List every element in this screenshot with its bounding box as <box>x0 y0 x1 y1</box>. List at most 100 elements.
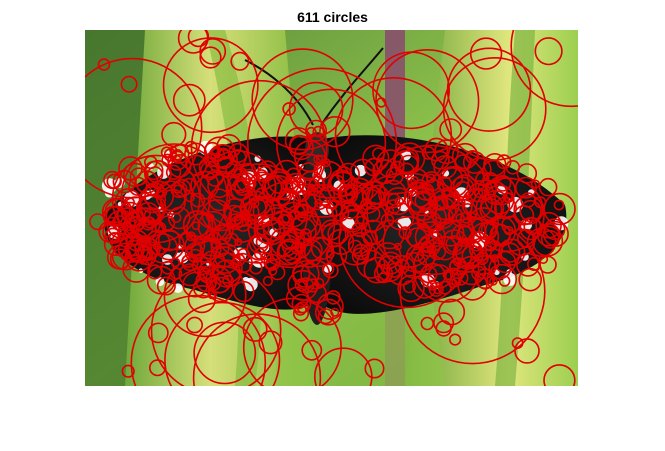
detected-circle <box>300 259 331 290</box>
detected-circle <box>239 162 257 180</box>
detected-circle <box>205 229 219 243</box>
detected-circle <box>184 192 195 203</box>
detected-circle <box>453 270 469 286</box>
detected-circle <box>426 279 438 291</box>
detected-circle <box>412 236 480 303</box>
detected-circle <box>138 186 167 214</box>
detected-circle <box>269 264 286 281</box>
detected-circle <box>290 240 305 255</box>
detected-circle <box>279 231 299 250</box>
detected-circle <box>461 187 493 220</box>
detected-circle <box>325 245 348 267</box>
detected-circle <box>171 149 184 161</box>
detected-circle <box>543 192 576 226</box>
detected-circle <box>393 242 402 251</box>
detected-circle <box>121 364 135 378</box>
detected-circle <box>187 285 216 314</box>
detected-circle <box>433 312 455 334</box>
detected-circle <box>456 255 486 286</box>
detected-circle <box>373 264 394 284</box>
detected-circle <box>404 222 431 248</box>
detected-circle <box>534 37 563 66</box>
detected-circle <box>398 226 412 240</box>
detected-circle <box>199 46 222 69</box>
detected-circle <box>467 207 499 239</box>
detected-circle <box>484 184 515 215</box>
detected-circle <box>103 232 128 256</box>
detected-circle <box>210 146 221 157</box>
detected-circle <box>412 179 428 195</box>
detected-circle <box>222 274 234 287</box>
detected-circle <box>106 173 122 190</box>
detected-circle <box>134 236 159 262</box>
detected-circle <box>374 219 405 250</box>
image-axes <box>85 30 578 386</box>
detected-circle <box>327 174 345 192</box>
detected-circle <box>486 176 516 206</box>
detected-circle <box>433 155 458 180</box>
detected-circle <box>228 205 251 228</box>
detected-circle <box>339 204 365 231</box>
detected-circle <box>445 235 464 253</box>
detected-circle <box>354 215 369 230</box>
detected-circle <box>191 221 201 231</box>
detected-circle <box>186 212 217 244</box>
detected-circle <box>299 228 312 241</box>
detected-circle <box>123 162 148 188</box>
detected-circle <box>490 254 499 263</box>
detected-circle <box>195 270 218 293</box>
detected-circle <box>469 37 503 70</box>
detected-circle <box>285 286 309 310</box>
detected-circle <box>160 260 175 275</box>
detected-circle <box>138 193 167 222</box>
detected-circle <box>502 192 513 203</box>
detected-circle <box>543 364 576 386</box>
detected-circle <box>313 183 336 206</box>
detected-circle <box>454 237 482 265</box>
detected-circle <box>500 242 521 263</box>
detected-circle <box>440 187 451 197</box>
detected-circle <box>339 234 371 266</box>
detected-circle <box>239 202 260 222</box>
detected-circle <box>345 186 355 196</box>
wing-right <box>317 135 567 314</box>
detected-circle <box>405 243 435 273</box>
detected-circle <box>494 174 512 192</box>
detected-circle <box>172 83 206 117</box>
detected-circle <box>437 280 452 295</box>
detected-circle <box>379 251 403 275</box>
detected-circle <box>213 246 236 268</box>
detected-circle <box>130 294 267 386</box>
detected-circle <box>372 159 398 185</box>
detected-circle <box>255 169 268 182</box>
detected-circle <box>305 119 328 142</box>
detected-circle <box>206 280 217 290</box>
detected-circle <box>184 142 208 166</box>
detected-circle <box>444 267 463 285</box>
detected-circle <box>349 158 376 185</box>
detected-circle <box>156 187 168 198</box>
detected-circle <box>292 305 310 322</box>
detected-circle <box>308 178 321 191</box>
detected-circle <box>186 316 203 334</box>
detected-circle <box>287 269 319 301</box>
detected-circle <box>102 205 124 227</box>
detected-circle <box>104 227 121 245</box>
detected-circle <box>382 216 435 268</box>
detected-circle <box>234 214 252 232</box>
detected-circle <box>375 48 480 154</box>
antenna-right <box>320 47 384 126</box>
detected-circle <box>207 144 238 175</box>
detected-circle <box>281 213 292 224</box>
detected-circle <box>206 169 224 187</box>
detected-circle <box>111 242 140 271</box>
detected-circle <box>482 172 499 189</box>
detected-circle <box>242 297 342 386</box>
detected-circle <box>301 339 323 361</box>
detected-circle <box>147 264 163 280</box>
detected-circle <box>360 198 373 211</box>
detected-circle <box>542 220 569 247</box>
detected-circle <box>454 180 472 198</box>
detected-circle <box>360 219 386 245</box>
